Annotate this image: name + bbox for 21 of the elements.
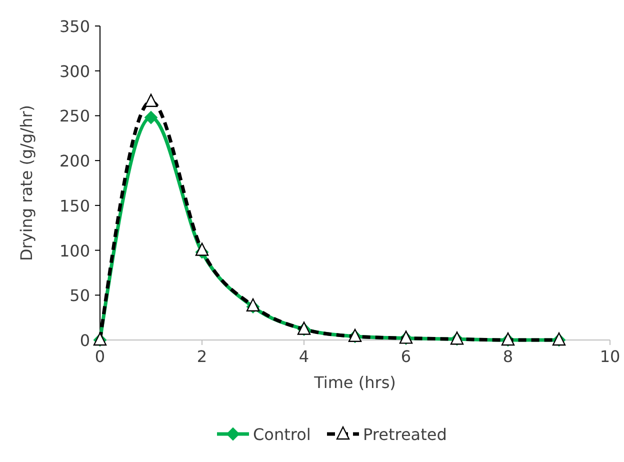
y-tick-label: 50 [70,286,90,306]
y-tick-label: 200 [59,152,90,171]
point [195,242,209,256]
x-axis-title: Time (hrs) [313,373,396,392]
legend-label: Pretreated [363,425,447,444]
y-tick-label: 100 [59,241,90,260]
y-axis-title: Drying rate (g/g/hr) [17,104,36,262]
x-tick-label: 8 [502,347,514,366]
x-tick-label: 2 [196,347,208,366]
point [144,111,158,124]
x-tick-label: 0 [94,347,106,366]
x-tick-label: 10 [600,347,620,366]
y-tick-label: 0 [80,331,90,350]
point [144,94,158,107]
y-tick-label: 300 [59,62,90,81]
x-tick-label: 4 [298,347,310,366]
legend-label: Control [253,425,311,444]
y-tick-label: 150 [59,196,90,216]
y-tick-label: 350 [59,17,90,36]
y-tick-label: 250 [59,106,90,126]
x-tick-label: 6 [400,347,412,366]
